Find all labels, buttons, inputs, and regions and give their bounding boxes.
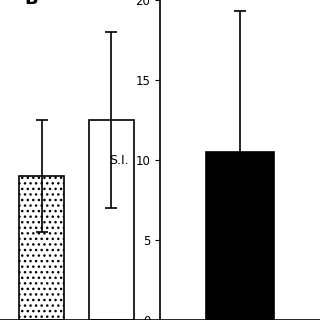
Bar [206,152,274,320]
Bar [19,176,64,320]
Y-axis label: S.I.: S.I. [109,154,129,166]
Text: B: B [24,0,38,8]
Bar [89,120,134,320]
Text: *: * [235,0,245,6]
